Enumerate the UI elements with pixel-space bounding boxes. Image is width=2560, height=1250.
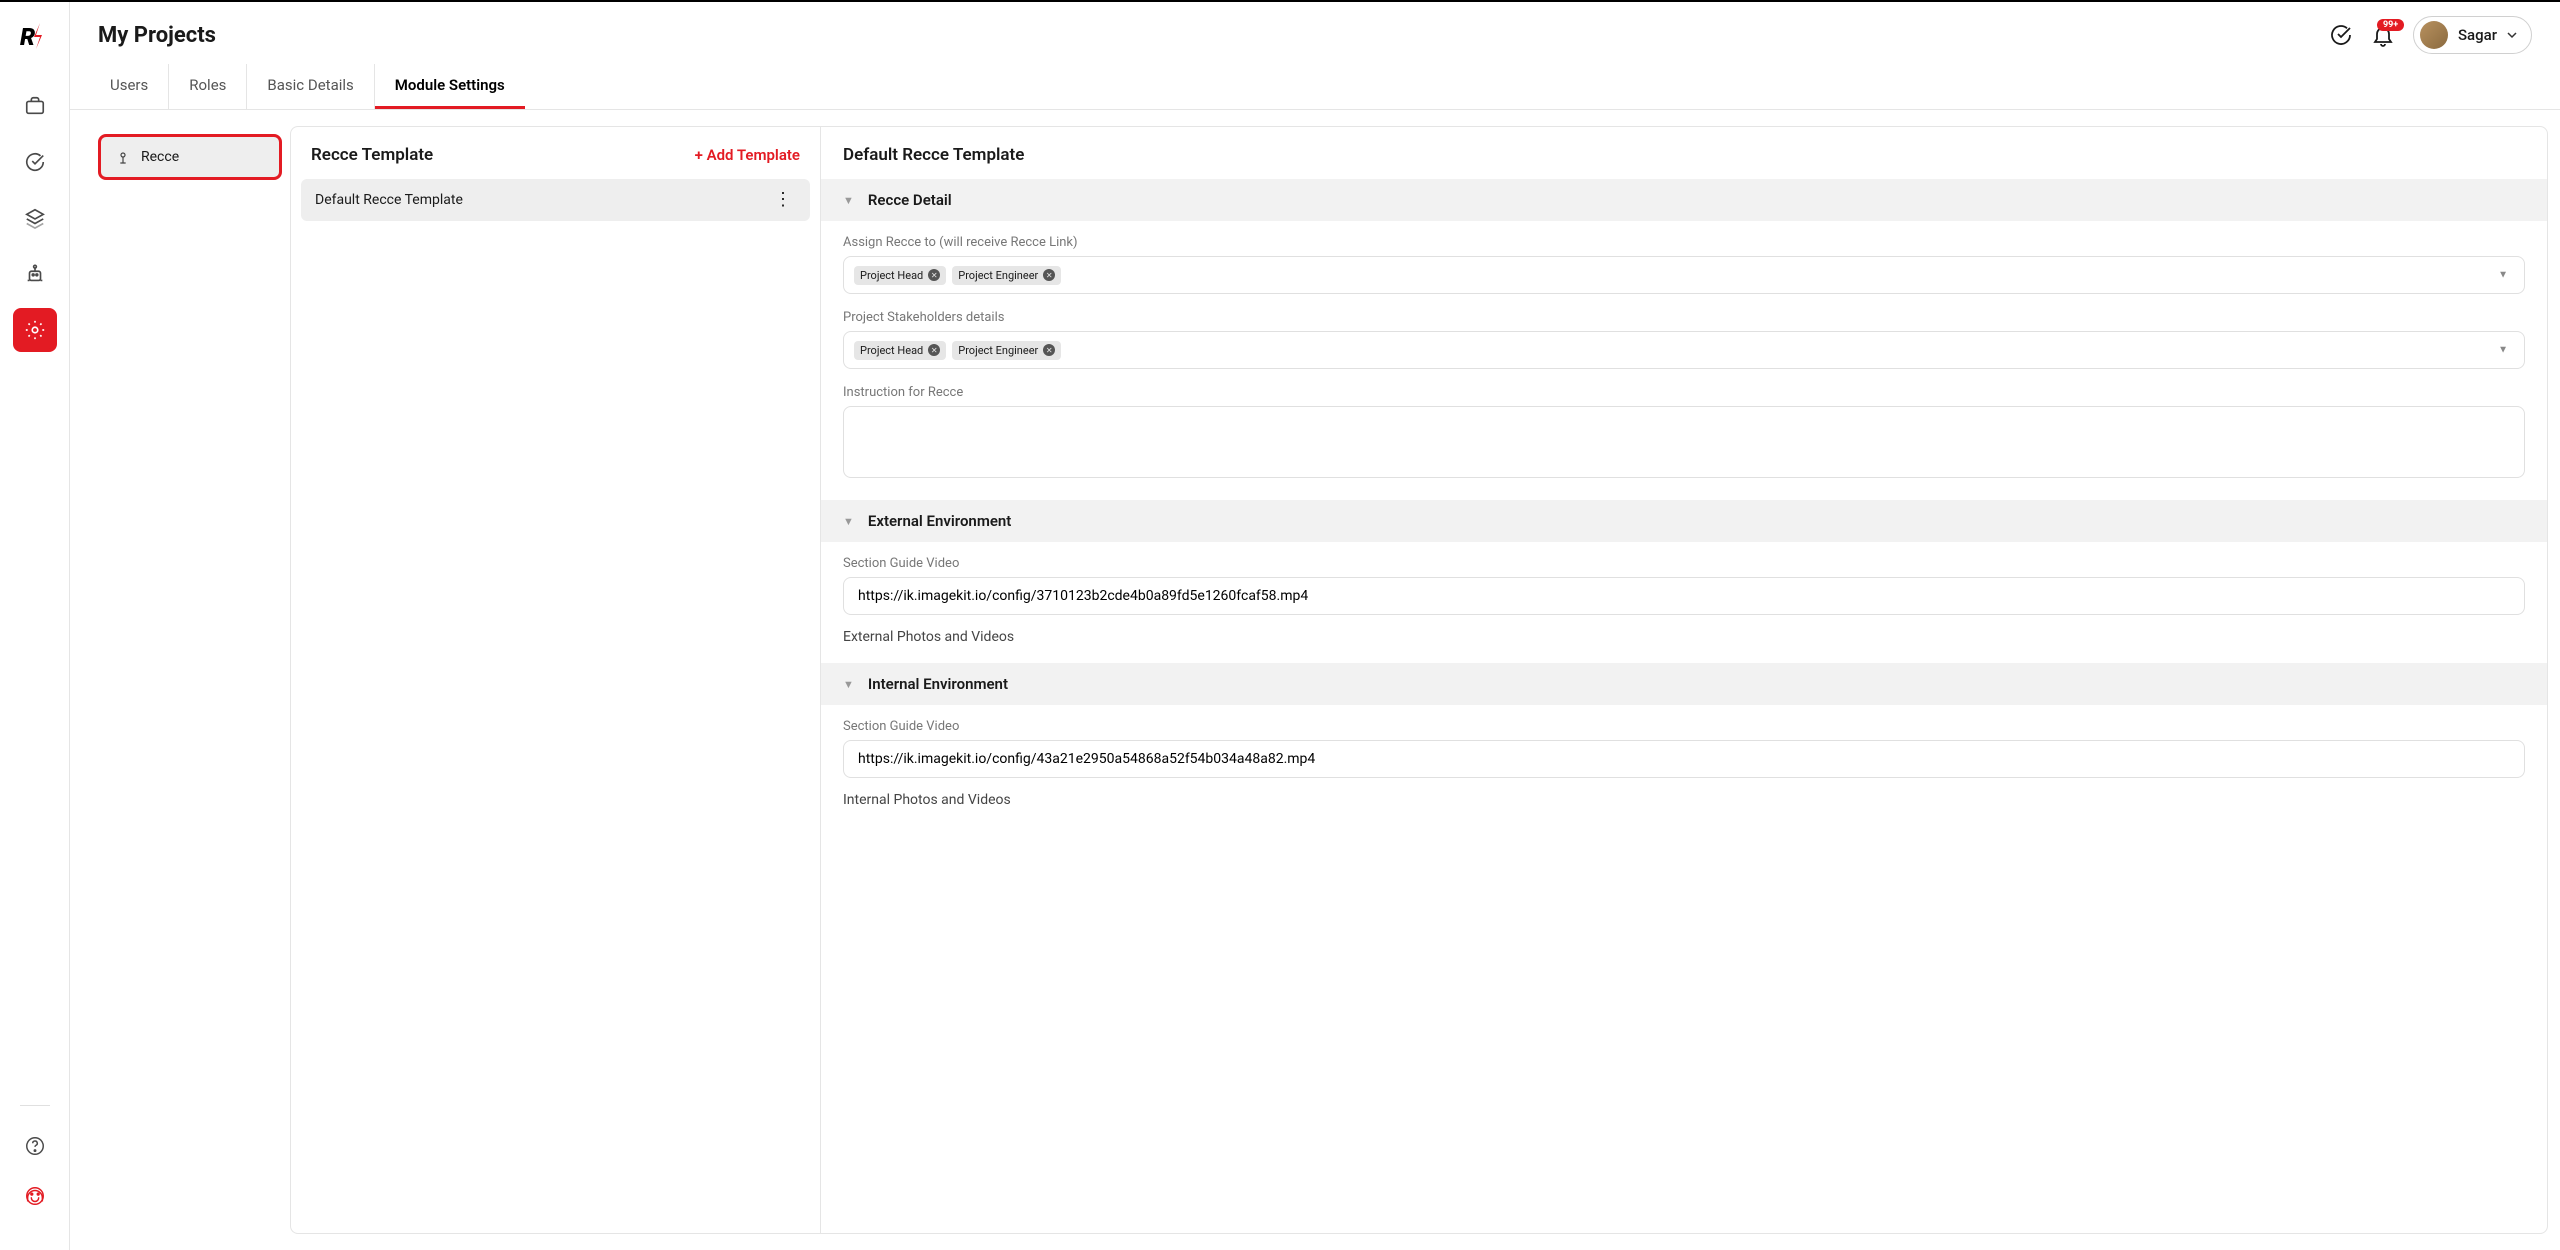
sidebar-support-icon[interactable] xyxy=(13,1174,57,1218)
tag: Project Engineer ✕ xyxy=(952,266,1061,285)
tag: Project Head ✕ xyxy=(854,341,946,360)
section-title: Recce Detail xyxy=(868,191,952,209)
add-template-button[interactable]: + Add Template xyxy=(695,146,800,164)
tab-module-settings[interactable]: Module Settings xyxy=(375,64,525,109)
header-check-icon[interactable] xyxy=(2329,23,2353,47)
section-internal-header[interactable]: ▼ Internal Environment xyxy=(821,663,2547,705)
instruction-label: Instruction for Recce xyxy=(843,385,2525,400)
chevron-down-icon: ▼ xyxy=(2498,270,2508,281)
external-photos-label: External Photos and Videos xyxy=(843,629,2525,645)
section-recce-detail-header[interactable]: ▼ Recce Detail xyxy=(821,179,2547,221)
sidebar-nav: R xyxy=(0,2,70,1250)
assign-recce-select[interactable]: Project Head ✕ Project Engineer ✕ ▼ xyxy=(843,256,2525,294)
external-video-label: Section Guide Video xyxy=(843,556,2525,571)
internal-video-label: Section Guide Video xyxy=(843,719,2525,734)
detail-title: Default Recce Template xyxy=(821,127,2547,179)
tag-remove-icon[interactable]: ✕ xyxy=(928,344,940,356)
tag-remove-icon[interactable]: ✕ xyxy=(1043,344,1055,356)
page-header: My Projects 99+ Sagar xyxy=(70,2,2560,64)
module-label: Recce xyxy=(141,149,179,165)
user-menu[interactable]: Sagar xyxy=(2413,16,2532,54)
sidebar-briefcase-icon[interactable] xyxy=(13,84,57,128)
tag-remove-icon[interactable]: ✕ xyxy=(1043,269,1055,281)
external-video-input[interactable] xyxy=(843,577,2525,615)
tag: Project Engineer ✕ xyxy=(952,341,1061,360)
tab-roles[interactable]: Roles xyxy=(169,64,247,109)
section-title: External Environment xyxy=(868,512,1011,530)
section-title: Internal Environment xyxy=(868,675,1008,693)
assign-recce-label: Assign Recce to (will receive Recce Link… xyxy=(843,235,2525,250)
stakeholders-select[interactable]: Project Head ✕ Project Engineer ✕ ▼ xyxy=(843,331,2525,369)
tag-remove-icon[interactable]: ✕ xyxy=(928,269,940,281)
instruction-textarea[interactable] xyxy=(843,406,2525,478)
chevron-down-icon xyxy=(2507,30,2517,40)
templates-title: Recce Template xyxy=(311,145,433,165)
template-item-default[interactable]: Default Recce Template ⋮ xyxy=(301,179,810,221)
page-title: My Projects xyxy=(98,23,216,48)
tab-users[interactable]: Users xyxy=(90,64,169,109)
tag: Project Head ✕ xyxy=(854,266,946,285)
section-external-header[interactable]: ▼ External Environment xyxy=(821,500,2547,542)
stakeholders-label: Project Stakeholders details xyxy=(843,310,2525,325)
avatar xyxy=(2420,21,2448,49)
sidebar-robot-icon[interactable] xyxy=(13,252,57,296)
app-logo: R xyxy=(17,18,53,54)
notification-bell-icon[interactable]: 99+ xyxy=(2371,23,2395,47)
user-name: Sagar xyxy=(2458,26,2497,44)
internal-video-input[interactable] xyxy=(843,740,2525,778)
tab-bar: Users Roles Basic Details Module Setting… xyxy=(70,64,2560,110)
sidebar-layers-icon[interactable] xyxy=(13,196,57,240)
detail-panel: Default Recce Template ▼ Recce Detail As… xyxy=(820,126,2548,1234)
sidebar-help-icon[interactable] xyxy=(13,1124,57,1168)
chevron-down-icon: ▼ xyxy=(843,678,854,691)
chevron-down-icon: ▼ xyxy=(843,194,854,207)
chevron-down-icon: ▼ xyxy=(2498,345,2508,356)
tab-basic-details[interactable]: Basic Details xyxy=(247,64,374,109)
sidebar-check-icon[interactable] xyxy=(13,140,57,184)
sidebar-settings-icon[interactable] xyxy=(13,308,57,352)
kebab-menu-icon[interactable]: ⋮ xyxy=(770,191,796,209)
pin-icon xyxy=(115,149,131,165)
templates-panel: Recce Template + Add Template Default Re… xyxy=(290,126,820,1234)
template-item-label: Default Recce Template xyxy=(315,192,463,208)
module-recce[interactable]: Recce xyxy=(98,134,282,180)
internal-photos-label: Internal Photos and Videos xyxy=(843,792,2525,808)
svg-text:R: R xyxy=(20,23,35,51)
notification-badge: 99+ xyxy=(2377,19,2404,31)
chevron-down-icon: ▼ xyxy=(843,515,854,528)
modules-panel: Recce xyxy=(90,126,290,1234)
